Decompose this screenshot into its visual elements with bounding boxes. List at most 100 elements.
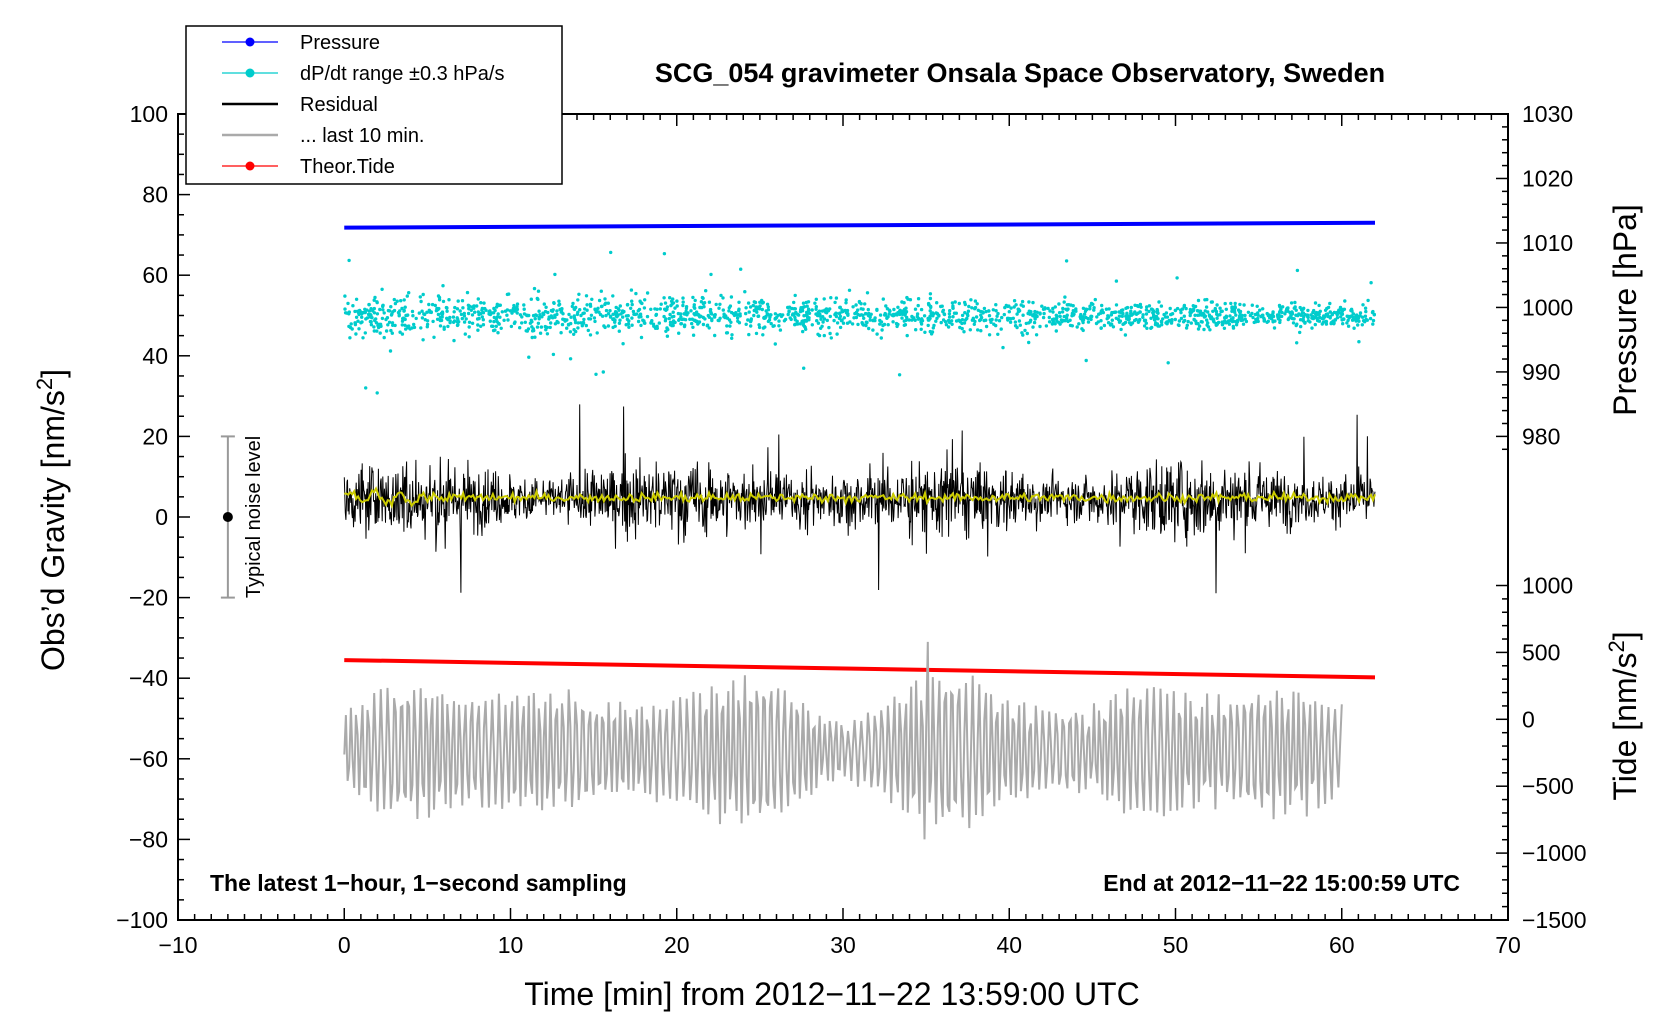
dpdt-point xyxy=(1210,300,1215,304)
dpdt-point xyxy=(1255,304,1259,308)
dpdt-point xyxy=(1093,297,1098,302)
dpdt-point xyxy=(586,328,590,333)
dpdt-point xyxy=(451,315,456,319)
dpdt-point xyxy=(1041,315,1046,320)
dpdt-point xyxy=(689,309,693,313)
dpdt-point xyxy=(1252,320,1256,325)
dpdt-point xyxy=(675,304,679,308)
dpdt-point xyxy=(546,310,550,315)
dpdt-point xyxy=(976,328,980,332)
dpdt-point xyxy=(347,258,351,263)
dpdt-point xyxy=(960,313,965,318)
dpdt-point xyxy=(1008,320,1013,324)
dpdt-point xyxy=(1018,323,1022,327)
dpdt-point xyxy=(840,318,844,322)
dpdt-point xyxy=(1040,304,1044,308)
dpdt-point xyxy=(412,322,416,327)
dpdt-point xyxy=(472,304,476,308)
dpdt-point xyxy=(438,315,443,320)
dpdt-point xyxy=(376,323,380,328)
dpdt-point xyxy=(555,319,559,324)
dpdt-point xyxy=(1233,301,1237,306)
dpdt-point xyxy=(1262,316,1266,320)
series-residual-smoothed xyxy=(344,486,1376,510)
dpdt-point xyxy=(838,314,843,319)
dpdt-point xyxy=(707,300,712,304)
dpdt-point xyxy=(464,317,468,321)
dpdt-point xyxy=(1113,310,1117,314)
dpdt-point xyxy=(523,320,527,324)
dpdt-point xyxy=(532,328,536,333)
dpdt-point xyxy=(1061,306,1065,311)
dpdt-point xyxy=(928,296,933,301)
dpdt-point xyxy=(389,328,393,333)
dpdt-point xyxy=(601,370,605,374)
dpdt-point xyxy=(565,326,569,330)
dpdt-point xyxy=(747,310,751,314)
dpdt-point xyxy=(1066,307,1070,311)
dpdt-point xyxy=(999,327,1003,331)
pressure-tick-label: 990 xyxy=(1522,359,1560,385)
dpdt-point xyxy=(827,325,831,330)
dpdt-point xyxy=(1181,320,1186,324)
dpdt-point xyxy=(1166,320,1170,324)
dpdt-point xyxy=(744,311,748,316)
dpdt-point xyxy=(946,318,951,323)
dpdt-point xyxy=(1233,310,1237,314)
dpdt-point xyxy=(1265,311,1269,316)
dpdt-point xyxy=(611,325,615,330)
dpdt-point xyxy=(430,302,435,307)
dpdt-point xyxy=(551,316,555,320)
dpdt-point xyxy=(372,298,376,302)
tide-axis-title-sup: 2 xyxy=(1604,640,1629,652)
gravity-tick-label: 20 xyxy=(142,423,168,449)
tide-tick-label: 0 xyxy=(1522,706,1535,732)
dpdt-point xyxy=(1351,318,1355,322)
dpdt-point xyxy=(528,321,533,325)
dpdt-point xyxy=(761,333,765,337)
dpdt-point xyxy=(963,311,967,315)
dpdt-point xyxy=(518,326,522,330)
dpdt-point xyxy=(1229,301,1233,306)
dpdt-point xyxy=(792,307,796,311)
dpdt-point xyxy=(397,312,401,317)
dpdt-point xyxy=(930,330,935,334)
dpdt-point xyxy=(1025,331,1030,336)
dpdt-point xyxy=(950,322,954,326)
dpdt-point xyxy=(910,314,914,319)
dpdt-point xyxy=(1215,312,1219,316)
dpdt-point xyxy=(1051,310,1055,314)
dpdt-point xyxy=(1117,320,1122,324)
dpdt-point xyxy=(1328,310,1333,314)
dpdt-point xyxy=(479,301,483,305)
dpdt-point xyxy=(863,312,868,316)
dpdt-point xyxy=(1054,329,1059,333)
dpdt-point xyxy=(1182,304,1186,309)
gravity-tick-label: −100 xyxy=(116,907,168,933)
dpdt-point xyxy=(1050,322,1055,326)
dpdt-point xyxy=(1241,322,1246,326)
dpdt-point xyxy=(1360,323,1365,327)
dpdt-point xyxy=(1117,310,1121,314)
dpdt-point xyxy=(459,312,464,317)
dpdt-point xyxy=(1289,301,1294,305)
dpdt-point xyxy=(1034,333,1039,337)
dpdt-point xyxy=(1062,300,1066,304)
dpdt-point xyxy=(1193,313,1197,317)
dpdt-point xyxy=(617,321,622,325)
dpdt-point xyxy=(1372,313,1377,317)
dpdt-point xyxy=(755,310,759,314)
dpdt-point xyxy=(679,322,683,326)
dpdt-point xyxy=(582,317,586,322)
dpdt-point xyxy=(480,315,484,319)
dpdt-point xyxy=(1214,309,1219,314)
dpdt-point xyxy=(448,320,452,325)
dpdt-point xyxy=(845,308,850,313)
dpdt-point xyxy=(1119,327,1123,332)
dpdt-point xyxy=(1009,306,1013,310)
dpdt-point xyxy=(1182,314,1187,318)
dpdt-point xyxy=(881,323,885,328)
dpdt-point xyxy=(571,301,575,306)
dpdt-point xyxy=(1095,315,1099,319)
dpdt-point xyxy=(372,329,376,333)
